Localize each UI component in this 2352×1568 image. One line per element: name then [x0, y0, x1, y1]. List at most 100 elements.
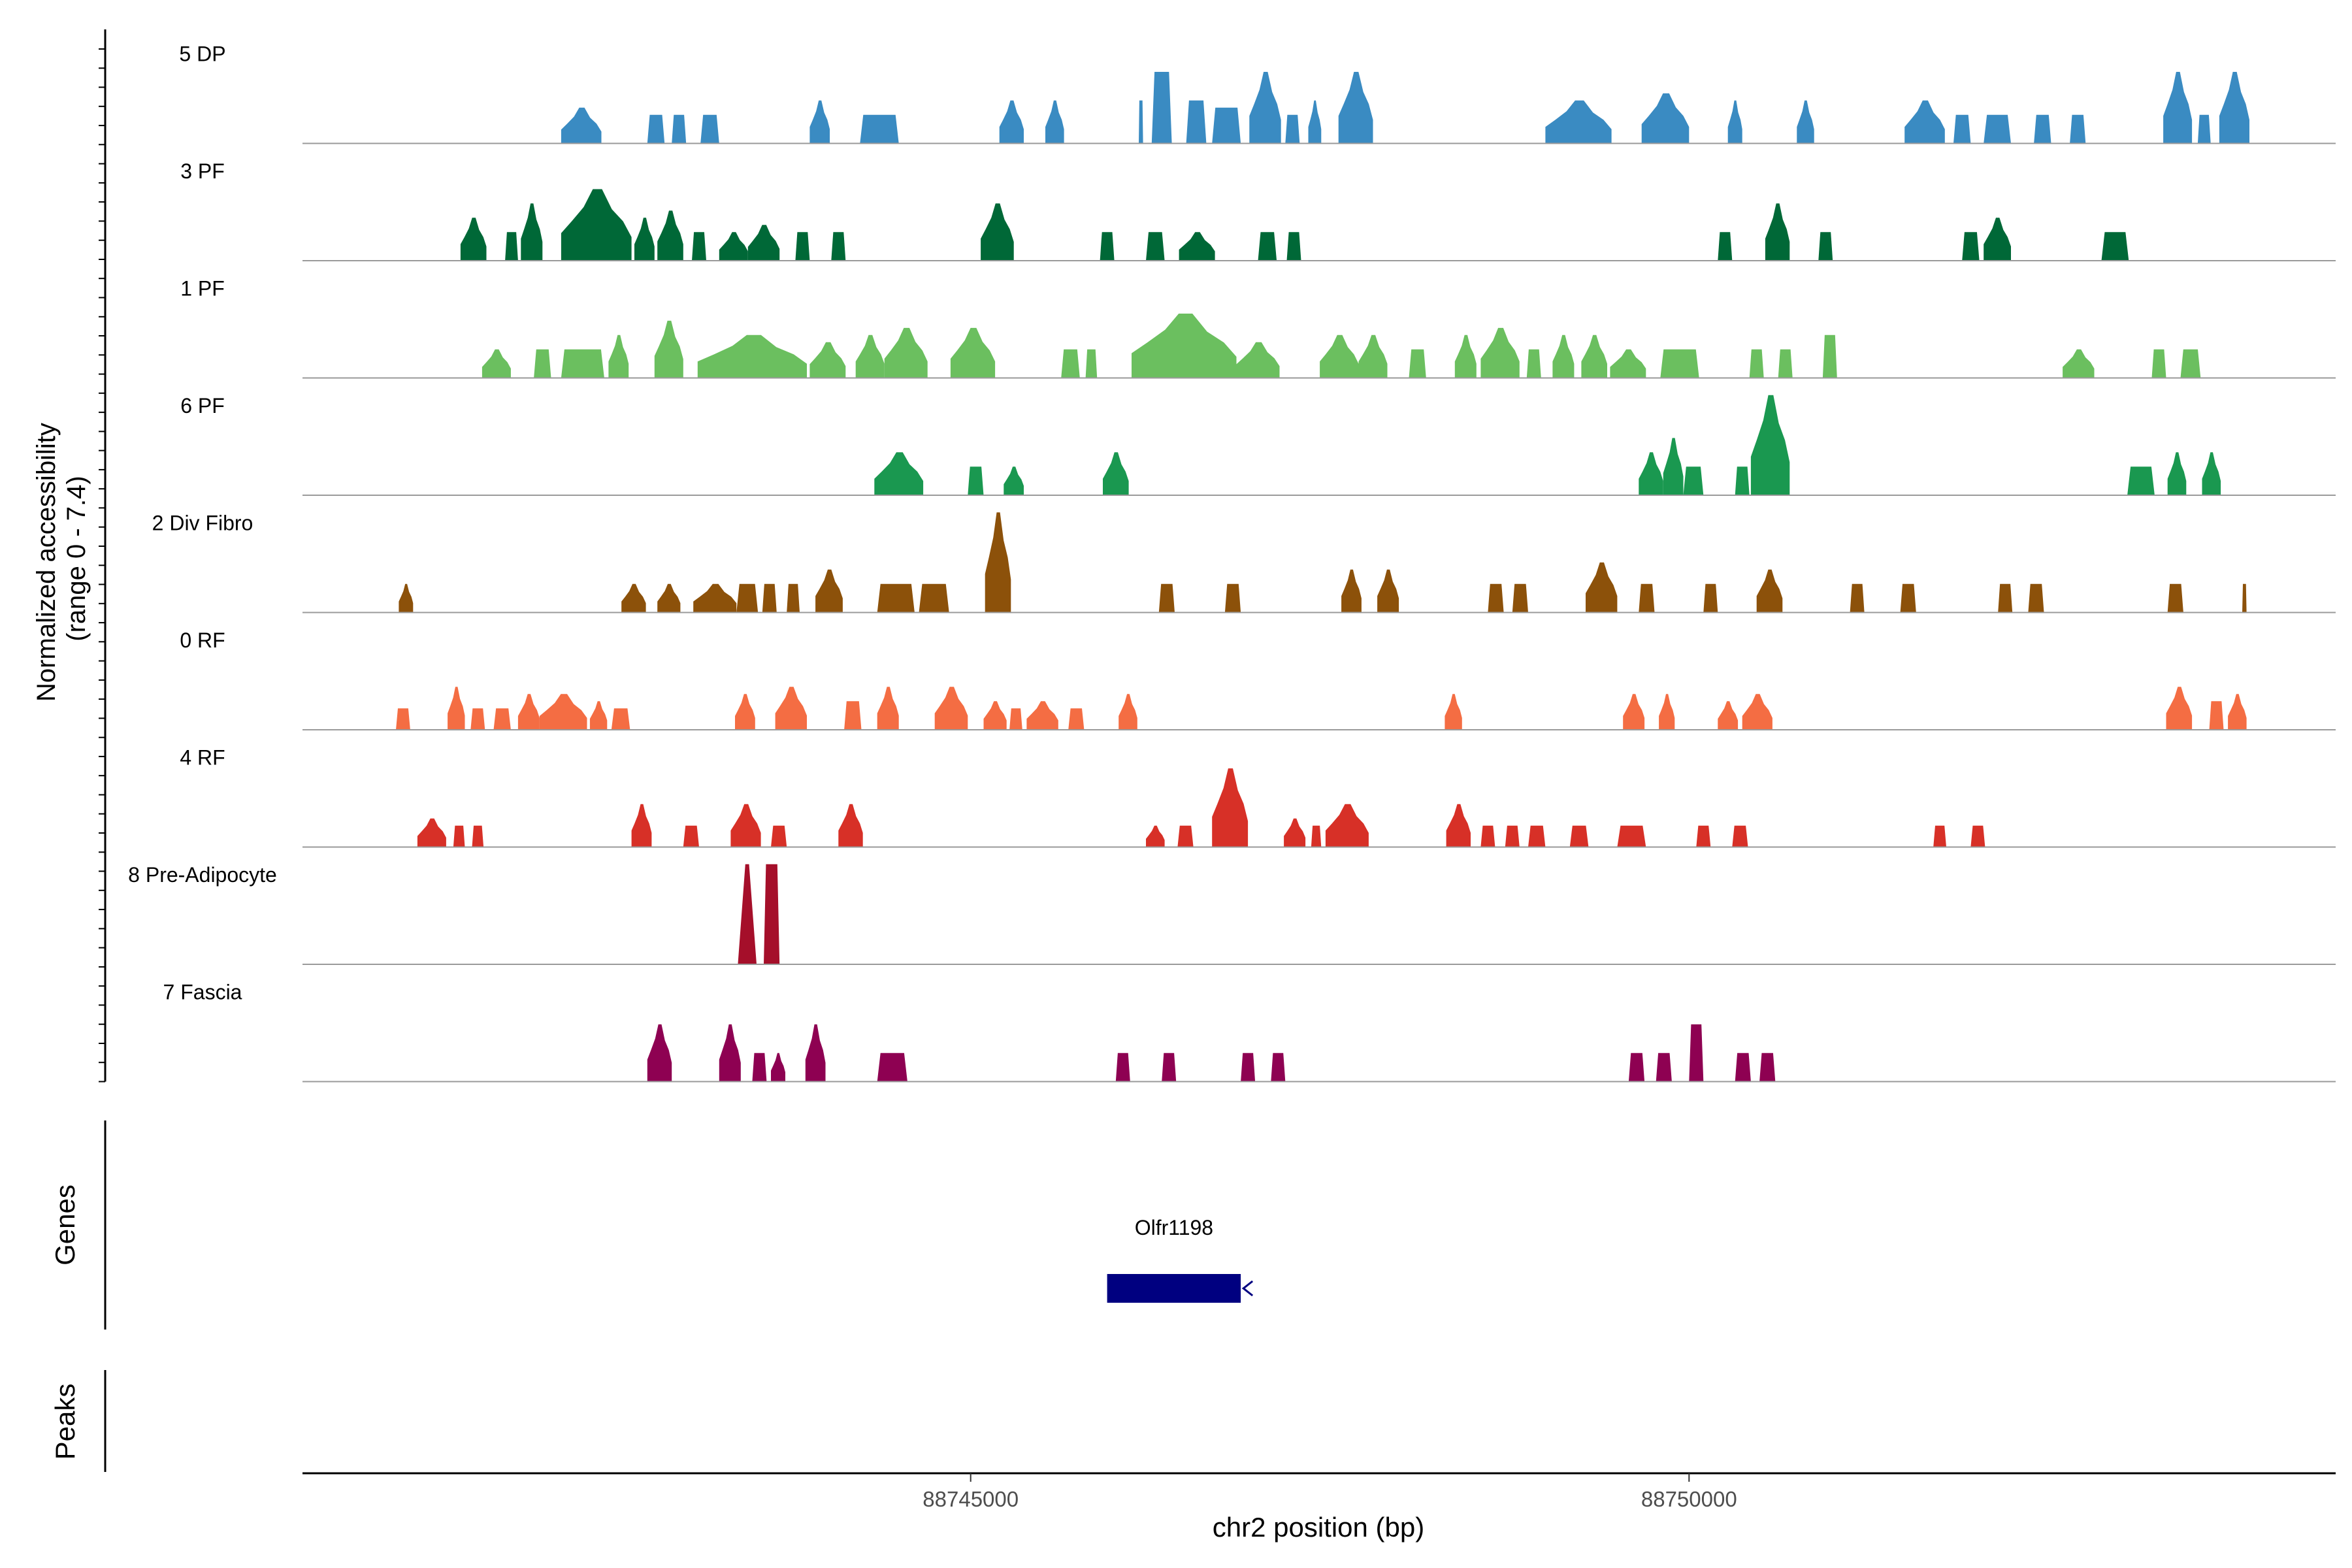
peak	[693, 583, 737, 613]
track-label: 4 RF	[180, 745, 225, 769]
peak	[1735, 1053, 1751, 1082]
peak	[1778, 349, 1793, 378]
genes-label: Genes	[50, 1184, 80, 1266]
peak	[1212, 768, 1249, 847]
peak	[1718, 232, 1733, 261]
peak	[561, 189, 632, 261]
peak	[2219, 72, 2249, 144]
peak	[838, 804, 863, 847]
peak	[787, 583, 800, 613]
peak	[1818, 232, 1833, 261]
peak	[1641, 93, 1690, 144]
peak	[1639, 452, 1663, 495]
track-0-rf: 0 RF	[180, 629, 2336, 730]
peak	[1750, 395, 1790, 495]
peak	[1045, 100, 1064, 144]
peak	[2034, 114, 2051, 144]
peak	[752, 1053, 767, 1082]
peak	[1271, 1053, 1286, 1082]
peak	[775, 687, 807, 730]
peak	[855, 335, 885, 378]
strand-arrow	[1241, 1280, 1254, 1297]
peak	[2197, 114, 2211, 144]
peak	[539, 694, 587, 730]
peak	[1656, 1053, 1672, 1082]
peak	[1480, 327, 1520, 378]
peak	[1933, 825, 1946, 847]
peak	[1581, 335, 1607, 378]
peak	[1545, 100, 1612, 144]
peak	[1822, 335, 1837, 378]
peak	[877, 583, 915, 613]
y-axis-label: Normalized accessibility (range 0 - 7.4)	[32, 416, 91, 702]
peak	[700, 114, 719, 144]
peak	[472, 825, 484, 847]
peak	[396, 708, 410, 730]
peak	[950, 327, 996, 378]
peak	[860, 114, 899, 144]
peak	[1663, 438, 1684, 495]
peak	[1659, 694, 1675, 730]
peak	[1488, 583, 1504, 613]
peak	[1236, 342, 1280, 378]
peak	[2166, 687, 2193, 730]
gene-name: Olfr1198	[1135, 1216, 1213, 1239]
peak	[771, 1053, 785, 1082]
peak	[1325, 804, 1369, 847]
peak	[815, 569, 843, 613]
peak	[657, 210, 683, 261]
peak	[2070, 114, 2086, 144]
peak	[1009, 708, 1022, 730]
peak	[1528, 825, 1546, 847]
peak	[1224, 583, 1241, 613]
gene-track: Olfr1198	[1107, 1216, 1254, 1303]
peak	[1797, 100, 1814, 144]
peak	[2151, 349, 2166, 378]
peak	[2242, 583, 2247, 613]
peak	[985, 512, 1011, 613]
peak	[631, 804, 652, 847]
peak	[448, 687, 465, 730]
y-axis-label-line2: (range 0 - 7.4)	[62, 476, 91, 641]
peak	[844, 701, 862, 730]
peak	[1162, 1053, 1177, 1082]
peak	[1284, 818, 1306, 847]
peak	[1446, 804, 1471, 847]
peak	[1984, 114, 2011, 144]
peak	[2163, 72, 2193, 144]
peak	[719, 1024, 741, 1082]
peak	[1177, 825, 1194, 847]
peak	[1696, 825, 1711, 847]
peak	[1139, 100, 1143, 144]
peak	[762, 583, 777, 613]
peak	[2167, 452, 2187, 495]
track-label: 1 PF	[180, 276, 225, 300]
peak	[771, 825, 787, 847]
peak	[1151, 72, 1172, 144]
peak	[747, 225, 780, 261]
track-5-dp: 5 DP	[179, 42, 2336, 144]
peak	[1377, 569, 1399, 613]
peak	[1358, 335, 1388, 378]
peak	[1320, 335, 1359, 378]
peak	[1258, 232, 1277, 261]
peak	[1068, 708, 1085, 730]
peak	[719, 232, 748, 261]
peak	[981, 203, 1014, 261]
coverage-tracks: 5 DP 3 PF 1 PF 6 PF 2 Div Fibro 0 RF 4 RF 8 Pre…	[128, 42, 2336, 1083]
peak	[1904, 100, 1945, 144]
peak	[1689, 1024, 1704, 1082]
track-label: 5 DP	[179, 42, 225, 65]
peak	[1004, 466, 1024, 495]
peak	[2180, 349, 2201, 378]
x-axis-ticks: 88745000 88750000	[923, 1473, 1737, 1511]
x-tick-label: 88750000	[1641, 1487, 1737, 1511]
peak	[1061, 349, 1080, 378]
peak	[1480, 825, 1495, 847]
track-label: 7 Fascia	[163, 980, 242, 1004]
peak	[683, 825, 699, 847]
peak	[1285, 114, 1300, 144]
peak	[692, 232, 706, 261]
peak	[647, 1024, 672, 1082]
peak	[1085, 349, 1098, 378]
